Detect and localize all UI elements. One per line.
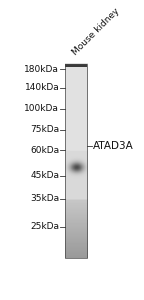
Bar bbox=[65, 64, 87, 258]
Text: 180kDa: 180kDa bbox=[24, 65, 59, 74]
Text: Mouse kidney: Mouse kidney bbox=[71, 6, 121, 57]
Text: 100kDa: 100kDa bbox=[24, 104, 59, 113]
Text: 25kDa: 25kDa bbox=[30, 222, 59, 231]
Text: ATAD3A: ATAD3A bbox=[93, 141, 133, 151]
Text: 45kDa: 45kDa bbox=[30, 171, 59, 180]
Text: 35kDa: 35kDa bbox=[30, 194, 59, 203]
Text: 75kDa: 75kDa bbox=[30, 125, 59, 134]
Bar bbox=[65, 64, 87, 67]
Text: 60kDa: 60kDa bbox=[30, 146, 59, 155]
Text: 140kDa: 140kDa bbox=[24, 83, 59, 92]
